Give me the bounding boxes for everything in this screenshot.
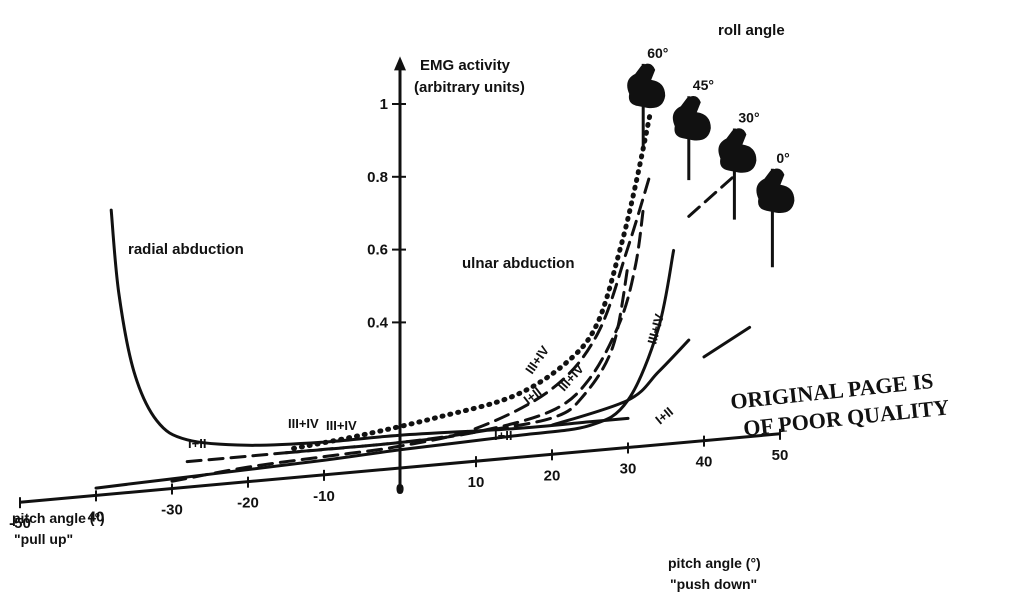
curve-label-a: III+IV — [288, 416, 319, 431]
roll-markers: 60° 45° 30° 0° — [627, 45, 795, 268]
series-line-6 — [94, 248, 676, 490]
curve-label-d: I+II — [521, 384, 545, 407]
curve-label-f: I+II — [494, 428, 512, 443]
series-line-8 — [550, 338, 691, 427]
hand-icon-3 — [718, 128, 757, 173]
curve-label-h: I+II — [652, 404, 676, 427]
x-tick-label: 10 — [468, 474, 485, 491]
curve-label-i: III+IV — [326, 418, 357, 433]
y-axis-arrow — [394, 56, 406, 71]
roll-angle-value-1: 60° — [647, 45, 668, 61]
y-tick-label: 0.4 — [367, 314, 389, 331]
x-axis-label-right: pitch angle (°) — [668, 555, 761, 571]
labels: EMG activity (arbitrary units) pitch ang… — [12, 22, 785, 592]
hand-icon-4 — [756, 168, 795, 214]
y-tick-label: 0.8 — [367, 169, 388, 186]
curves — [94, 108, 752, 490]
series-line-7 — [687, 174, 736, 218]
roll-angle-label: roll angle — [718, 22, 785, 39]
y-axis-label: EMG activity — [420, 57, 511, 74]
roll-angle-value-3: 30° — [738, 110, 759, 126]
series-line-9 — [702, 325, 752, 359]
x-tick-label: 30 — [620, 460, 637, 477]
y-tick-label: 1 — [380, 96, 388, 113]
series-line-3 — [170, 170, 653, 483]
y-axis-label-sub: (arbitrary units) — [414, 79, 525, 96]
roll-angle-value-2: 45° — [693, 77, 714, 93]
x-axis-label-left: pitch angle (°) — [12, 510, 105, 526]
y-tick-label: 0.6 — [367, 242, 388, 259]
curve-label-g: III+IV — [644, 312, 667, 346]
x-tick-label: 40 — [88, 508, 105, 525]
x-tick-label: 0 — [396, 481, 404, 498]
hand-icon-1 — [627, 63, 666, 109]
x-tick-label: -30 — [161, 502, 183, 519]
x-tick-label: 20 — [544, 467, 561, 484]
hand-icon-2 — [672, 95, 711, 141]
axes: -50 40 -30 -20 -10 0 10 20 30 40 50 0.4 0.6 0.8 1 — [9, 56, 788, 532]
x-axis-label-left-sub: "pull up" — [14, 531, 73, 547]
x-tick-label: -10 — [313, 488, 335, 505]
poor-quality-stamp: ORIGINAL PAGE IS OF POOR QUALITY — [729, 368, 950, 441]
x-tick-label: -50 — [9, 515, 31, 532]
curve-label-b: I+II — [188, 436, 206, 451]
series-line-5 — [185, 263, 630, 464]
ulnar-abduction-label: ulnar abduction — [462, 255, 575, 272]
radial-abduction-label: radial abduction — [128, 241, 244, 258]
series-line-1 — [109, 208, 630, 447]
curve-label-c: III+IV — [522, 343, 552, 377]
x-tick-label: 40 — [696, 454, 713, 471]
roll-angle-value-4: 0° — [776, 150, 789, 166]
x-tick-label: 50 — [772, 447, 789, 464]
x-axis-label-right-sub: "push down" — [670, 576, 757, 592]
series-line-4 — [284, 208, 645, 455]
x-tick-label: -20 — [237, 495, 259, 512]
series-line-2 — [291, 108, 654, 451]
